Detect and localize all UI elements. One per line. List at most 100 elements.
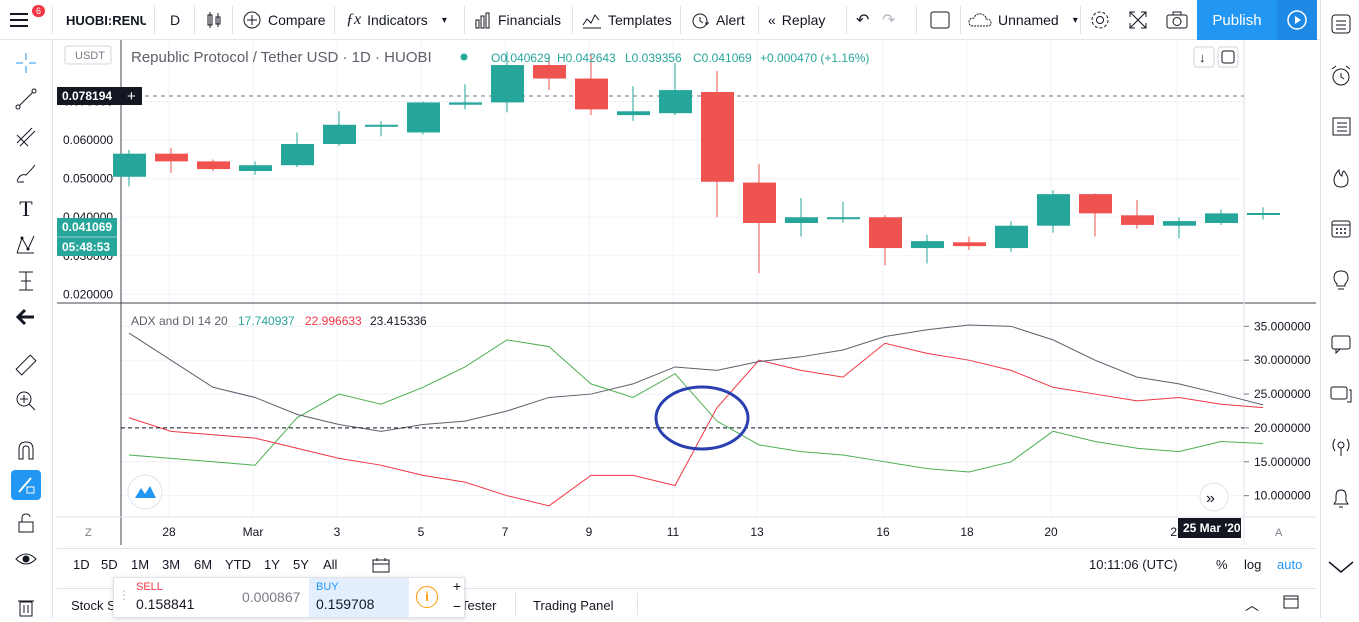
- alerts-button[interactable]: [1327, 62, 1355, 90]
- text-tool[interactable]: T: [11, 194, 41, 224]
- logo-circle[interactable]: [127, 474, 163, 510]
- undo-button[interactable]: ↶: [856, 0, 869, 40]
- adx-axis[interactable]: 35.000000 30.000000 25.000000 20.000000 15.0…: [1244, 319, 1311, 503]
- play-button[interactable]: [1277, 0, 1317, 40]
- gear-icon: [1091, 11, 1109, 29]
- interval-button[interactable]: D: [170, 12, 181, 28]
- scroll-realtime-button[interactable]: [1199, 482, 1229, 512]
- prediction-tool[interactable]: [11, 266, 41, 296]
- symbol-search[interactable]: HUOBI:RENU: [66, 12, 146, 28]
- adx-value: 23.415336: [370, 314, 427, 328]
- percent-toggle[interactable]: %: [1216, 557, 1228, 572]
- tab-stock-screener[interactable]: Stock S: [71, 598, 116, 613]
- tab-trading-panel[interactable]: Trading Panel: [533, 598, 614, 613]
- calendar-button[interactable]: [1327, 214, 1355, 242]
- snapshot-button[interactable]: [1166, 0, 1188, 40]
- chats-button[interactable]: [1327, 330, 1355, 358]
- range-5y[interactable]: 5Y: [293, 557, 309, 572]
- a-label[interactable]: A: [1275, 527, 1283, 539]
- plus-icon[interactable]: +: [127, 88, 136, 105]
- ohlc-change: +0.000470 (+1.16%): [760, 51, 869, 65]
- chevrons-button[interactable]: [1327, 552, 1355, 580]
- maximize-button[interactable]: [1217, 46, 1239, 68]
- layout-button[interactable]: Unnamed ▾: [968, 0, 1078, 40]
- price-axis[interactable]: 0.0700000.0600000.0500000.0400000.030000…: [63, 95, 113, 302]
- candle-body: [1247, 212, 1280, 215]
- menu-icon: [10, 13, 28, 27]
- chart-area[interactable]: 0.0700000.0600000.0500000.0400000.030000…: [57, 40, 1316, 545]
- compare-button[interactable]: Compare: [242, 0, 326, 40]
- stay-drawing-tool[interactable]: [11, 470, 41, 500]
- time-tick-label: 13: [750, 525, 764, 539]
- maximize-panel-button[interactable]: [1283, 595, 1299, 612]
- sell-button[interactable]: SELL 0.158841: [126, 578, 230, 617]
- range-1y[interactable]: 1Y: [264, 557, 280, 572]
- replay-button[interactable]: « Replay: [768, 0, 825, 40]
- widget-toolbar: [1320, 0, 1359, 618]
- lock-tool[interactable]: [11, 508, 41, 538]
- scroll-down-button[interactable]: [1193, 46, 1215, 68]
- streams-button[interactable]: [1327, 432, 1355, 460]
- add-order-button[interactable]: +: [452, 578, 462, 594]
- annotation-ellipse[interactable]: [654, 385, 750, 451]
- back-button[interactable]: [11, 302, 41, 332]
- ideas-button[interactable]: [1327, 266, 1355, 294]
- candle-body: [995, 225, 1028, 249]
- menu-button[interactable]: [8, 0, 30, 40]
- chart-type-button[interactable]: [204, 0, 224, 40]
- candle-body: [407, 102, 440, 133]
- range-3m[interactable]: 3M: [162, 557, 181, 572]
- settings-button[interactable]: [1089, 0, 1111, 40]
- range-5d[interactable]: 5D: [101, 557, 118, 572]
- notifications-button[interactable]: [1327, 484, 1355, 512]
- pattern-tool[interactable]: [11, 230, 41, 260]
- utc-clock[interactable]: 10:11:06 (UTC): [1089, 557, 1178, 572]
- range-1d[interactable]: 1D: [73, 557, 90, 572]
- auto-toggle[interactable]: auto: [1277, 557, 1303, 572]
- minds-button[interactable]: [1327, 380, 1355, 408]
- time-tick-label: 20: [1044, 525, 1058, 539]
- indicators-button[interactable]: ƒx Indicators ▾: [346, 0, 447, 40]
- range-ytd[interactable]: YTD: [225, 557, 251, 572]
- data-window-button[interactable]: [1327, 112, 1355, 140]
- adx-tick-label: 10.000000: [1254, 489, 1311, 503]
- info-icon[interactable]: i: [416, 586, 438, 608]
- ruler-tool[interactable]: [11, 350, 41, 380]
- range-6m[interactable]: 6M: [194, 557, 213, 572]
- fib-tool[interactable]: [11, 122, 41, 152]
- time-tick-label: 16: [876, 525, 890, 539]
- remove-tool[interactable]: [11, 592, 41, 622]
- watchlist-button[interactable]: [1327, 10, 1355, 38]
- time-axis[interactable]: 28 Mar 3 5 7 9 11 13 16 18 20 23: [162, 525, 1184, 539]
- templates-button[interactable]: Templates: [582, 0, 672, 40]
- price-tick-label: 0.050000: [63, 172, 113, 186]
- z-label[interactable]: Z: [85, 527, 92, 539]
- collapse-panel-button[interactable]: ︿: [1245, 595, 1259, 615]
- visibility-tool[interactable]: [11, 544, 41, 574]
- redo-button[interactable]: ↷: [882, 0, 895, 40]
- fullscreen-select-button[interactable]: [930, 0, 950, 40]
- zoom-tool[interactable]: [11, 386, 41, 416]
- log-toggle[interactable]: log: [1244, 557, 1262, 572]
- brush-tool[interactable]: [11, 158, 41, 188]
- goto-date-button[interactable]: [372, 557, 390, 576]
- crosshair-price: 0.078194: [62, 89, 112, 103]
- alert-button[interactable]: Alert: [690, 0, 745, 40]
- chart-svg[interactable]: 0.0700000.0600000.0500000.0400000.030000…: [57, 40, 1316, 545]
- currency-badge-box[interactable]: [64, 45, 112, 65]
- calendar-range-icon: [372, 558, 390, 573]
- publish-button[interactable]: Publish: [1197, 0, 1277, 40]
- rewind-icon: «: [768, 12, 776, 28]
- hotlist-button[interactable]: [1327, 164, 1355, 192]
- range-1m[interactable]: 1M: [131, 557, 150, 572]
- fullscreen-button[interactable]: [1128, 0, 1148, 40]
- magnet-tool[interactable]: [11, 436, 41, 466]
- crosshair-tool[interactable]: [11, 48, 41, 78]
- fire-icon: [1333, 168, 1349, 188]
- tab-strategy-tester[interactable]: Tester: [461, 598, 497, 613]
- financials-button[interactable]: Financials: [474, 0, 561, 40]
- buy-button[interactable]: BUY 0.159708: [309, 578, 409, 617]
- trendline-tool[interactable]: [11, 84, 41, 114]
- range-all[interactable]: All: [323, 557, 338, 572]
- remove-order-button[interactable]: −: [452, 598, 462, 614]
